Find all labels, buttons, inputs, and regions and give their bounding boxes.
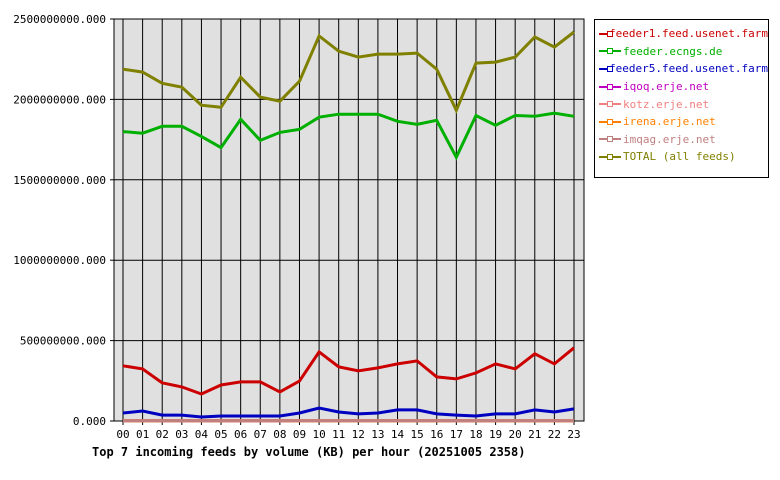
legend-label: iqoq.erje.net xyxy=(623,80,710,94)
legend-label: kotz.erje.net xyxy=(623,97,710,111)
y-tick-label: 2000000000.000 xyxy=(13,93,106,106)
x-tick-label: 20 xyxy=(509,428,522,441)
legend-label: feeder1.feed.usenet.farm xyxy=(609,27,768,41)
y-tick-label: 500000000.000 xyxy=(20,335,106,348)
y-tick-label: 1000000000.000 xyxy=(13,254,106,267)
legend-line-icon xyxy=(599,29,613,39)
x-tick-label: 05 xyxy=(214,428,227,441)
x-tick-label: 00 xyxy=(116,428,129,441)
y-axis-ticks: 0.000 500000000.000 1000000000.000 15000000… xyxy=(13,13,114,428)
legend: feeder1.feed.usenet.farm feeder.ecngs.de f… xyxy=(594,19,769,178)
legend-label: feeder.ecngs.de xyxy=(623,44,723,58)
y-tick-label: 0.000 xyxy=(73,415,106,428)
x-tick-label: 21 xyxy=(528,428,541,441)
x-tick-label: 02 xyxy=(156,428,169,441)
legend-line-icon xyxy=(599,134,621,144)
x-tick-label: 07 xyxy=(254,428,267,441)
legend-item: feeder5.feed.usenet.farm xyxy=(599,60,768,78)
x-tick-label: 19 xyxy=(489,428,502,441)
y-tick-label: 2500000000.000 xyxy=(13,13,106,26)
x-tick-label: 23 xyxy=(567,428,580,441)
legend-label: TOTAL (all feeds) xyxy=(623,150,736,164)
x-tick-label: 22 xyxy=(548,428,561,441)
legend-label: imqag.erje.net xyxy=(623,132,716,146)
legend-item: kotz.erje.net xyxy=(599,95,768,113)
legend-line-icon xyxy=(599,152,621,162)
series-line xyxy=(122,30,575,114)
x-tick-label: 17 xyxy=(450,428,463,441)
legend-label: feeder5.feed.usenet.farm xyxy=(609,62,768,76)
legend-line-icon xyxy=(599,99,621,109)
y-tick-label: 1500000000.000 xyxy=(13,174,106,187)
legend-item: feeder1.feed.usenet.farm xyxy=(599,25,768,43)
chart-title: Top 7 incoming feeds by volume (KB) per … xyxy=(92,445,525,459)
x-tick-label: 01 xyxy=(136,428,149,441)
series-line xyxy=(122,111,575,161)
legend-label: irena.erje.net xyxy=(623,115,716,129)
x-tick-label: 11 xyxy=(332,428,345,441)
x-tick-label: 12 xyxy=(352,428,365,441)
x-tick-label: 04 xyxy=(195,428,209,441)
legend-line-icon xyxy=(599,46,621,56)
x-axis-ticks: 00 01 02 03 04 05 06 07 08 09 10 11 12 13 14 15 16 17 18 19… xyxy=(116,428,580,441)
legend-item: feeder.ecngs.de xyxy=(599,43,768,61)
plot-area xyxy=(113,18,585,422)
legend-item: irena.erje.net xyxy=(599,113,768,131)
series-line xyxy=(122,406,575,419)
legend-item: imqag.erje.net xyxy=(599,131,768,149)
x-tick-label: 09 xyxy=(293,428,306,441)
x-tick-label: 16 xyxy=(430,428,443,441)
legend-line-icon xyxy=(599,117,621,127)
legend-line-icon xyxy=(599,64,613,74)
x-tick-label: 03 xyxy=(175,428,188,441)
x-tick-label: 10 xyxy=(312,428,325,441)
x-tick-label: 06 xyxy=(234,428,247,441)
x-tick-label: 13 xyxy=(371,428,384,441)
legend-line-icon xyxy=(599,82,621,92)
series-lines xyxy=(122,30,575,423)
legend-item: iqoq.erje.net xyxy=(599,78,768,96)
x-tick-label: 15 xyxy=(411,428,424,441)
x-tick-label: 18 xyxy=(469,428,482,441)
series-line xyxy=(122,346,575,396)
legend-item: TOTAL (all feeds) xyxy=(599,148,768,166)
x-tick-label: 14 xyxy=(391,428,405,441)
x-tick-label: 08 xyxy=(273,428,286,441)
